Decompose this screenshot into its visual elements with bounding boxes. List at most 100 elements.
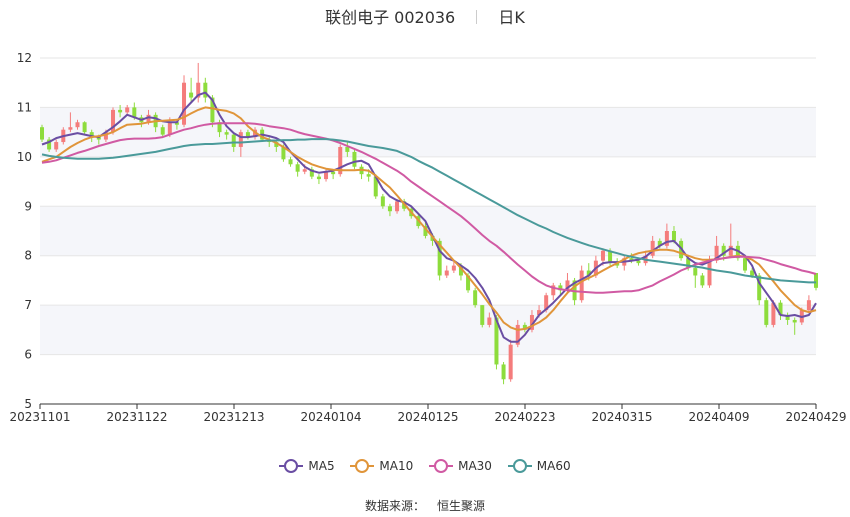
candle-down (203, 82, 208, 98)
candle-down (47, 139, 52, 150)
candle-down (764, 300, 769, 325)
ma5-line-icon (279, 459, 304, 473)
candle-up (125, 107, 130, 113)
stock-name-code: 联创电子 002036 (325, 8, 456, 27)
candle-down (309, 169, 314, 177)
candle-down (345, 146, 350, 152)
candle-down (629, 258, 634, 261)
data-source: 数据来源： 恒生聚源 (0, 497, 850, 514)
legend-item-ma5[interactable]: MA5 (279, 459, 335, 473)
candle-down (245, 132, 250, 138)
candle-down (814, 273, 818, 288)
candle-up (707, 260, 712, 286)
candle-up (551, 285, 556, 296)
legend-item-ma60[interactable]: MA60 (507, 459, 571, 473)
x-tick-label: 20240104 (300, 410, 361, 424)
x-tick-label: 20231213 (203, 410, 264, 424)
candle-down (721, 245, 726, 256)
ma10-line-icon (350, 459, 375, 473)
candle-down (657, 240, 662, 246)
candle-down (473, 290, 478, 306)
candle-down (210, 97, 215, 123)
x-tick-label: 20240223 (494, 410, 555, 424)
candle-down (757, 275, 762, 301)
candle-up (451, 265, 456, 271)
candle-down (380, 196, 385, 207)
series-line-ma60 (41, 138, 816, 284)
candle-down (132, 107, 137, 118)
candle-down (437, 240, 442, 276)
candle-up (338, 146, 343, 175)
candle-down (742, 258, 747, 271)
y-tick-label: 9 (24, 199, 32, 213)
candle-down (316, 176, 321, 180)
y-tick-label: 6 (24, 348, 32, 362)
candle-down (352, 151, 357, 167)
y-tick-label: 7 (24, 298, 32, 312)
x-tick-label: 20231122 (106, 410, 167, 424)
x-tick-label: 20240315 (591, 410, 652, 424)
candle-down (231, 134, 236, 147)
candle-up (75, 122, 80, 128)
candle-down (160, 127, 165, 135)
candle-up (529, 315, 534, 330)
candle-down (373, 176, 378, 197)
candle-down (40, 127, 44, 140)
candle-up (508, 344, 513, 380)
candle-down (558, 285, 563, 291)
x-tick-label: 20240409 (688, 410, 749, 424)
candle-down (89, 132, 94, 138)
candle-down (750, 270, 755, 276)
candle-down (174, 122, 179, 125)
candle-down (96, 137, 101, 140)
series-line-ma10 (41, 106, 817, 331)
source-value: 恒生聚源 (437, 499, 486, 513)
candle-up (253, 129, 258, 138)
legend-label-ma10: MA10 (379, 459, 414, 473)
y-tick-label: 5 (24, 397, 32, 411)
candle-down (480, 305, 485, 325)
grid-band (40, 305, 816, 355)
period-label: 日K (498, 8, 525, 27)
candle-up (395, 201, 400, 212)
candle-down (366, 174, 371, 177)
candle-down (281, 146, 286, 160)
candle-down (288, 159, 293, 165)
chart-title: 联创电子 002036 日K (0, 4, 850, 28)
title-separator (476, 10, 478, 24)
legend-label-ma5: MA5 (308, 459, 335, 473)
candle-down (785, 315, 790, 320)
candle-down (686, 258, 691, 269)
candle-up (714, 245, 719, 261)
candle-down (522, 324, 527, 330)
candle-down (466, 275, 471, 291)
candle-down (331, 171, 336, 175)
candle-up (238, 132, 243, 147)
candle-down (189, 92, 194, 98)
candle-up (565, 280, 570, 291)
legend-item-ma10[interactable]: MA10 (350, 459, 413, 473)
legend-item-ma30[interactable]: MA30 (429, 459, 492, 473)
candle-down (82, 122, 87, 133)
candle-up (650, 240, 655, 256)
candle-up (579, 270, 584, 301)
candle-down (586, 270, 591, 276)
candle-up (182, 82, 187, 125)
legend-label-ma60: MA60 (536, 459, 571, 473)
candle-down (615, 263, 620, 266)
candle-up (515, 324, 520, 345)
candle-down (387, 206, 392, 212)
candle-down (430, 235, 435, 241)
candle-down (295, 164, 300, 172)
candle-up (544, 295, 549, 311)
candle-up (324, 171, 329, 180)
candle-up (167, 122, 172, 135)
ma30-line-icon (429, 459, 454, 473)
candle-up (111, 109, 116, 133)
candle-down (778, 302, 783, 316)
legend: MA5 MA10 MA30 MA60 (0, 459, 850, 476)
candle-up (728, 245, 733, 256)
candle-up (146, 114, 151, 123)
candle-up (68, 127, 73, 130)
